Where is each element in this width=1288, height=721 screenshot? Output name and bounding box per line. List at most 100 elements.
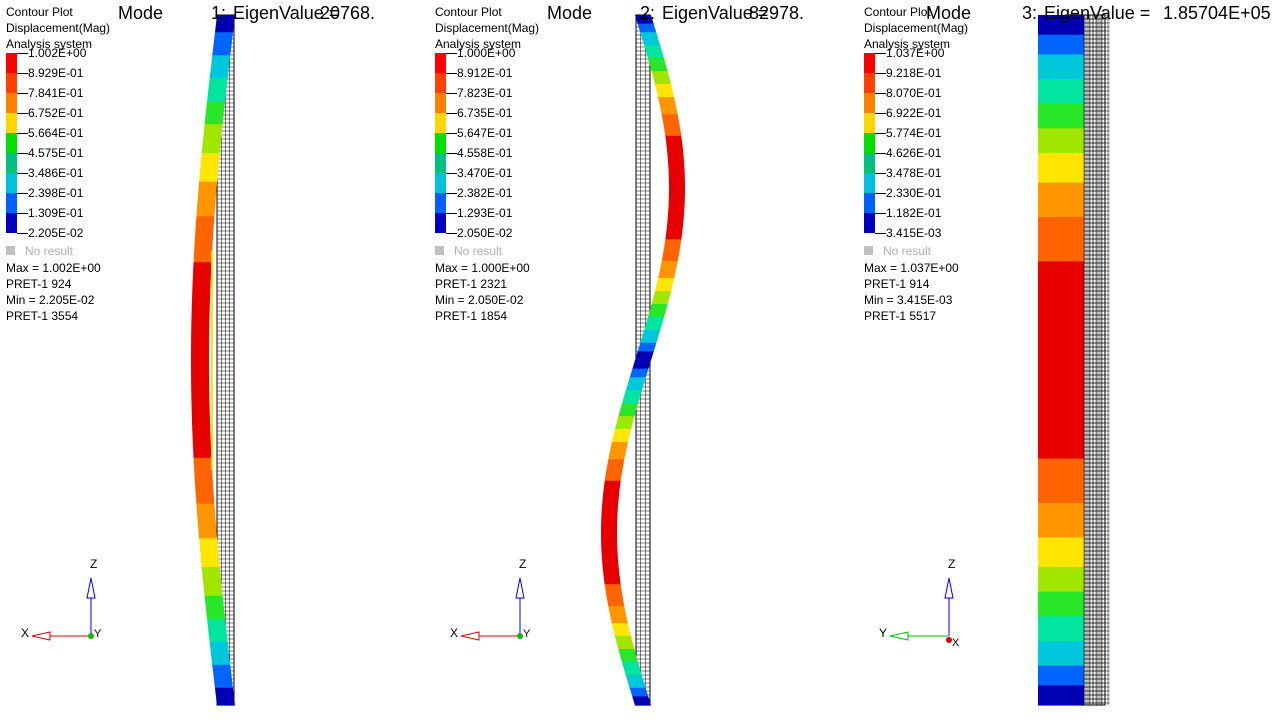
- beam-element: [636, 351, 654, 357]
- legend-tick: [17, 93, 28, 94]
- beam-element: [1038, 153, 1084, 159]
- beam-element: [192, 268, 212, 275]
- legend-swatch: [435, 113, 446, 133]
- legend-system: Analysis system: [435, 37, 522, 51]
- triad-vertical-label: Z: [90, 557, 97, 571]
- eigenvalue-value: 82978.: [749, 3, 805, 23]
- beam-element: [619, 653, 637, 659]
- beam-element: [1038, 601, 1084, 608]
- legend-tick: [875, 73, 886, 74]
- beam-element: [633, 700, 651, 706]
- beam-element: [665, 135, 682, 141]
- beam-element: [604, 480, 621, 486]
- legend-max: Max = 1.000E+00: [435, 261, 530, 275]
- beam-element: [1038, 429, 1084, 435]
- mode-number: 2:: [640, 3, 656, 23]
- beam-element: [613, 631, 632, 637]
- beam-element: [659, 101, 676, 107]
- beam-element: [212, 43, 232, 51]
- beam-element: [196, 503, 215, 511]
- beam-element: [191, 296, 211, 304]
- beam-element: [621, 661, 640, 667]
- beam-element: [605, 588, 623, 594]
- legend-value: 1.000E+00: [457, 46, 516, 60]
- legend-value: 8.070E-01: [886, 86, 942, 100]
- triad-x-arrow: [31, 631, 51, 641]
- legend-title: Contour Plot: [6, 5, 73, 19]
- legend-max-node: PRET-1 2321: [435, 277, 508, 291]
- beam-element: [625, 385, 644, 391]
- beam-element: [1038, 384, 1084, 391]
- beam-element: [1038, 532, 1084, 539]
- mode-2-deformed-shape[interactable]: [429, 0, 858, 721]
- beam-element: [193, 463, 213, 470]
- deformed-beam: [1038, 15, 1084, 706]
- beam-element: [1038, 463, 1084, 470]
- beam-element: [601, 515, 618, 521]
- beam-element: [668, 196, 685, 202]
- triad-horizontal-label: X: [450, 626, 458, 640]
- triad-x-arrow: [460, 631, 480, 641]
- legend-swatch: [864, 193, 875, 213]
- beam-element: [613, 429, 632, 434]
- legend-title: Contour Plot: [864, 5, 931, 19]
- beam-element: [650, 66, 668, 72]
- beam-element: [604, 584, 622, 590]
- beam-element: [212, 49, 231, 56]
- mode-1-viewport[interactable]: Mode 1: EigenValue = 20768. Contour Plot…: [0, 0, 429, 721]
- beam-element: [663, 122, 680, 128]
- beam-element: [192, 279, 211, 286]
- beam-element: [1038, 88, 1084, 95]
- beam-element: [649, 62, 667, 68]
- beam-element: [629, 687, 648, 693]
- mode-1-deformed-shape[interactable]: [0, 0, 429, 721]
- beam-element: [659, 269, 676, 275]
- beam-element: [635, 15, 653, 20]
- beam-element: [644, 325, 662, 331]
- beam-element: [201, 567, 221, 574]
- mode-3-viewport[interactable]: Mode 3: EigenValue = 1.85704E+05 Contour…: [858, 0, 1287, 721]
- beam-element: [1038, 690, 1084, 696]
- beam-element: [615, 424, 633, 430]
- legend-value: 1.293E-01: [457, 206, 513, 220]
- beam-element: [1038, 310, 1084, 317]
- beam-element: [1038, 700, 1084, 706]
- beam-element: [667, 153, 684, 158]
- beam-element: [214, 32, 233, 39]
- beam-element: [1038, 177, 1084, 184]
- beam-element: [1038, 606, 1084, 612]
- beam-element: [668, 204, 685, 210]
- beam-element: [1038, 133, 1084, 139]
- legend-value: 6.735E-01: [457, 106, 513, 120]
- beam-element: [1038, 123, 1084, 129]
- legend-tick: [875, 93, 886, 94]
- beam-element: [601, 549, 618, 555]
- triad-origin: [517, 633, 523, 639]
- beam-element: [666, 222, 684, 227]
- beam-element: [1038, 39, 1084, 46]
- beam-element: [1038, 231, 1084, 238]
- beam-element: [632, 696, 650, 702]
- beam-element: [666, 226, 683, 232]
- beam-element: [618, 411, 636, 417]
- beam-element: [191, 348, 210, 355]
- beam-element: [200, 158, 220, 166]
- beam-element: [642, 329, 661, 335]
- beam-element: [668, 200, 685, 206]
- legend-swatch: [435, 93, 446, 113]
- beam-element: [191, 406, 210, 413]
- legend-tick: [446, 93, 457, 94]
- beam-element: [1038, 261, 1084, 267]
- beam-element: [1038, 512, 1084, 519]
- beam-element: [208, 630, 227, 637]
- legend-max: Max = 1.002E+00: [6, 261, 101, 275]
- beam-element: [1038, 340, 1084, 346]
- beam-element: [192, 440, 211, 447]
- beam-element: [620, 657, 638, 663]
- beam-element: [1038, 59, 1084, 65]
- beam-element: [1038, 360, 1084, 366]
- beam-element: [662, 252, 680, 258]
- mode-2-viewport[interactable]: Mode 2: EigenValue = 82978. Contour Plot…: [429, 0, 858, 721]
- beam-element: [1038, 192, 1084, 198]
- mode-3-deformed-shape[interactable]: [858, 0, 1287, 721]
